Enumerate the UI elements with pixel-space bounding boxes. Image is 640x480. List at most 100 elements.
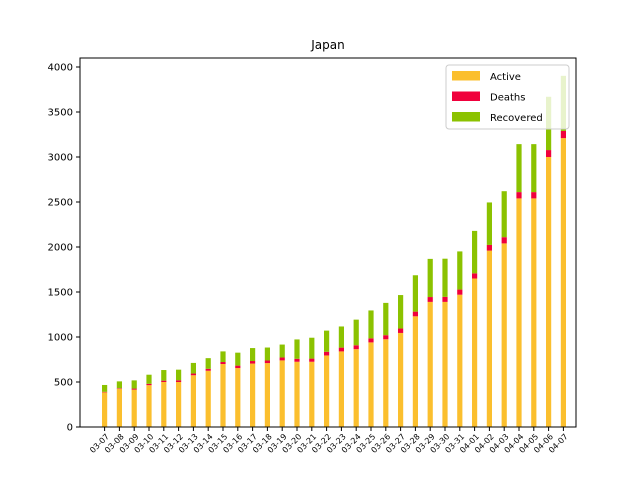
y-tick-label: 3000 (48, 153, 73, 164)
bar-active-03-22 (324, 355, 330, 427)
bar-recovered-03-19 (279, 344, 285, 358)
bar-deaths-03-28 (412, 311, 418, 317)
y-tick-label: 0 (67, 423, 73, 434)
bar-recovered-03-11 (161, 370, 167, 381)
bar-deaths-03-31 (457, 289, 463, 295)
bar-active-03-31 (457, 294, 463, 427)
bar-deaths-03-27 (398, 328, 404, 333)
bar-recovered-04-01 (472, 230, 478, 274)
bar-recovered-03-13 (190, 362, 196, 374)
bar-deaths-03-15 (220, 362, 226, 364)
y-tick-label: 500 (54, 378, 73, 389)
y-tick-label: 2000 (48, 243, 73, 254)
legend-label-active: Active (490, 72, 521, 83)
bar-active-04-01 (472, 278, 478, 427)
bar-deaths-03-22 (324, 351, 330, 356)
bar-deaths-03-25 (368, 338, 374, 343)
bar-deaths-03-13 (190, 373, 196, 376)
y-tick-label: 1000 (48, 333, 73, 344)
bar-recovered-03-17 (250, 348, 256, 362)
bar-deaths-03-21 (309, 358, 315, 362)
bar-deaths-04-02 (486, 244, 492, 251)
bar-recovered-03-10 (146, 374, 152, 384)
bar-active-03-13 (190, 375, 196, 427)
y-tick-label: 1500 (48, 288, 73, 299)
y-tick-label: 2500 (48, 198, 73, 209)
bar-active-03-15 (220, 364, 226, 427)
plot-frame (79, 57, 577, 428)
bar-active-03-17 (250, 363, 256, 427)
bar-active-03-25 (368, 342, 374, 427)
bar-active-03-26 (383, 339, 389, 427)
bar-deaths-03-23 (338, 347, 344, 352)
bar-active-03-09 (131, 389, 137, 427)
bar-active-03-29 (427, 301, 433, 427)
legend: Active Deaths Recovered (445, 64, 570, 130)
bar-deaths-03-12 (176, 380, 182, 382)
bar-deaths-03-11 (161, 380, 167, 382)
bar-active-04-07 (560, 138, 566, 427)
legend-swatch-deaths (452, 91, 480, 101)
bar-recovered-03-16 (235, 352, 241, 366)
bar-deaths-04-03 (501, 237, 507, 244)
bar-deaths-03-08 (116, 388, 122, 389)
bar-deaths-03-26 (383, 335, 389, 340)
bar-active-04-05 (531, 198, 537, 427)
bar-deaths-03-18 (264, 360, 270, 364)
bars (102, 75, 566, 427)
bar-recovered-03-30 (442, 258, 448, 297)
bar-recovered-04-05 (531, 144, 537, 193)
bar-active-04-06 (546, 157, 552, 427)
bar-deaths-04-01 (472, 273, 478, 279)
bar-deaths-03-29 (427, 297, 433, 302)
bar-active-04-04 (516, 198, 522, 427)
bar-active-03-24 (353, 349, 359, 427)
x-axis: 03-0703-0803-0903-1003-1103-1203-1303-14… (88, 427, 570, 455)
bar-recovered-03-29 (427, 258, 433, 298)
bar-deaths-03-09 (131, 388, 137, 390)
bar-recovered-03-18 (264, 347, 270, 361)
bar-deaths-03-10 (146, 383, 152, 386)
bar-active-03-19 (279, 360, 285, 427)
bar-recovered-03-22 (324, 330, 330, 352)
bar-active-03-07 (102, 392, 108, 427)
bar-recovered-04-03 (501, 191, 507, 238)
legend-swatch-recovered (452, 112, 480, 122)
bar-recovered-03-31 (457, 251, 463, 290)
legend-label-recovered: Recovered (490, 113, 543, 124)
bar-deaths-04-07 (560, 130, 566, 139)
bar-deaths-04-05 (531, 192, 537, 199)
bar-active-03-16 (235, 368, 241, 427)
y-tick-label: 3500 (48, 108, 73, 119)
bar-deaths-03-24 (353, 345, 359, 350)
bar-recovered-03-23 (338, 326, 344, 348)
bar-active-03-28 (412, 316, 418, 427)
bar-active-03-11 (161, 382, 167, 427)
bar-deaths-04-04 (516, 192, 522, 199)
bar-recovered-03-24 (353, 319, 359, 346)
bar-recovered-03-27 (398, 295, 404, 329)
bar-deaths-03-30 (442, 296, 448, 302)
bar-recovered-03-28 (412, 275, 418, 312)
bar-recovered-03-08 (116, 381, 122, 389)
bar-active-03-14 (205, 370, 211, 427)
bar-recovered-03-14 (205, 358, 211, 369)
bar-active-03-20 (294, 361, 300, 427)
bar-recovered-03-12 (176, 369, 182, 381)
bar-active-03-21 (309, 361, 315, 427)
bar-deaths-03-14 (205, 368, 211, 371)
bar-active-03-10 (146, 385, 152, 427)
y-tick-label: 4000 (48, 63, 73, 74)
bar-recovered-03-26 (383, 302, 389, 336)
bar-active-04-03 (501, 243, 507, 427)
bar-active-03-27 (398, 332, 404, 427)
bar-deaths-03-07 (102, 391, 108, 393)
bar-recovered-03-09 (131, 380, 137, 389)
bar-active-03-08 (116, 388, 122, 427)
bar-active-03-18 (264, 363, 270, 427)
legend-swatch-active (452, 71, 480, 81)
bar-deaths-03-17 (250, 361, 256, 364)
bar-active-04-02 (486, 250, 492, 427)
y-axis: 0 500 1000 1500 2000 2500 3000 3500 4000 (48, 63, 80, 434)
